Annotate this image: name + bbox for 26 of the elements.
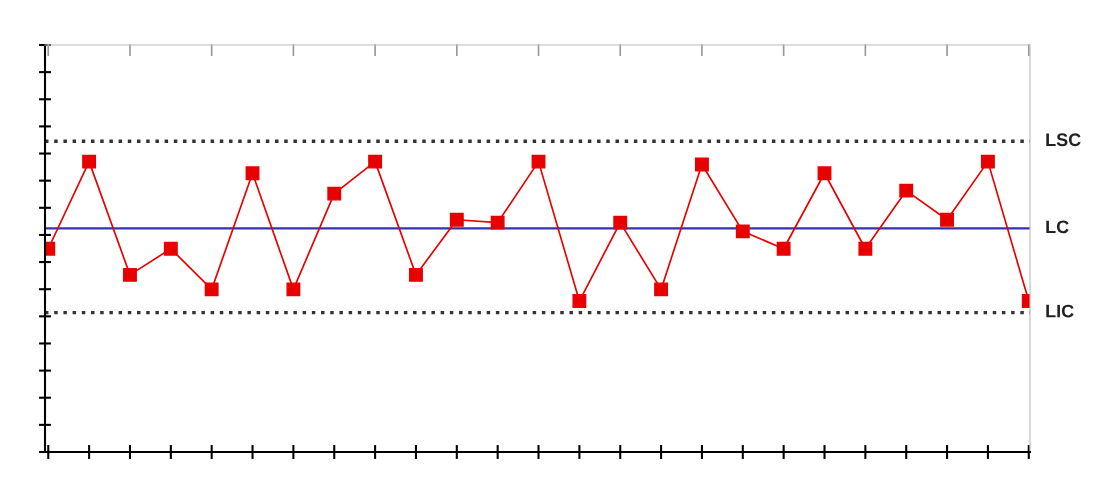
point (776, 241, 791, 256)
point (654, 282, 669, 297)
point (531, 154, 546, 169)
point (858, 241, 873, 256)
point (940, 212, 955, 227)
point (980, 154, 995, 169)
point (899, 183, 914, 198)
point (123, 267, 137, 282)
point (572, 294, 587, 308)
point (735, 224, 750, 239)
point (245, 166, 260, 181)
point (449, 212, 464, 227)
ref-line-label: LIC (1046, 304, 1074, 318)
point (817, 166, 832, 181)
point (694, 157, 709, 172)
point (409, 267, 423, 282)
point (163, 241, 178, 256)
point (286, 282, 301, 297)
ref-line-label: LSC (1046, 133, 1081, 147)
point (368, 154, 383, 169)
point (204, 282, 219, 297)
ref-line-label: LC (1046, 220, 1069, 234)
point (327, 186, 342, 201)
point (82, 154, 97, 169)
point (490, 215, 505, 230)
point (613, 215, 628, 230)
